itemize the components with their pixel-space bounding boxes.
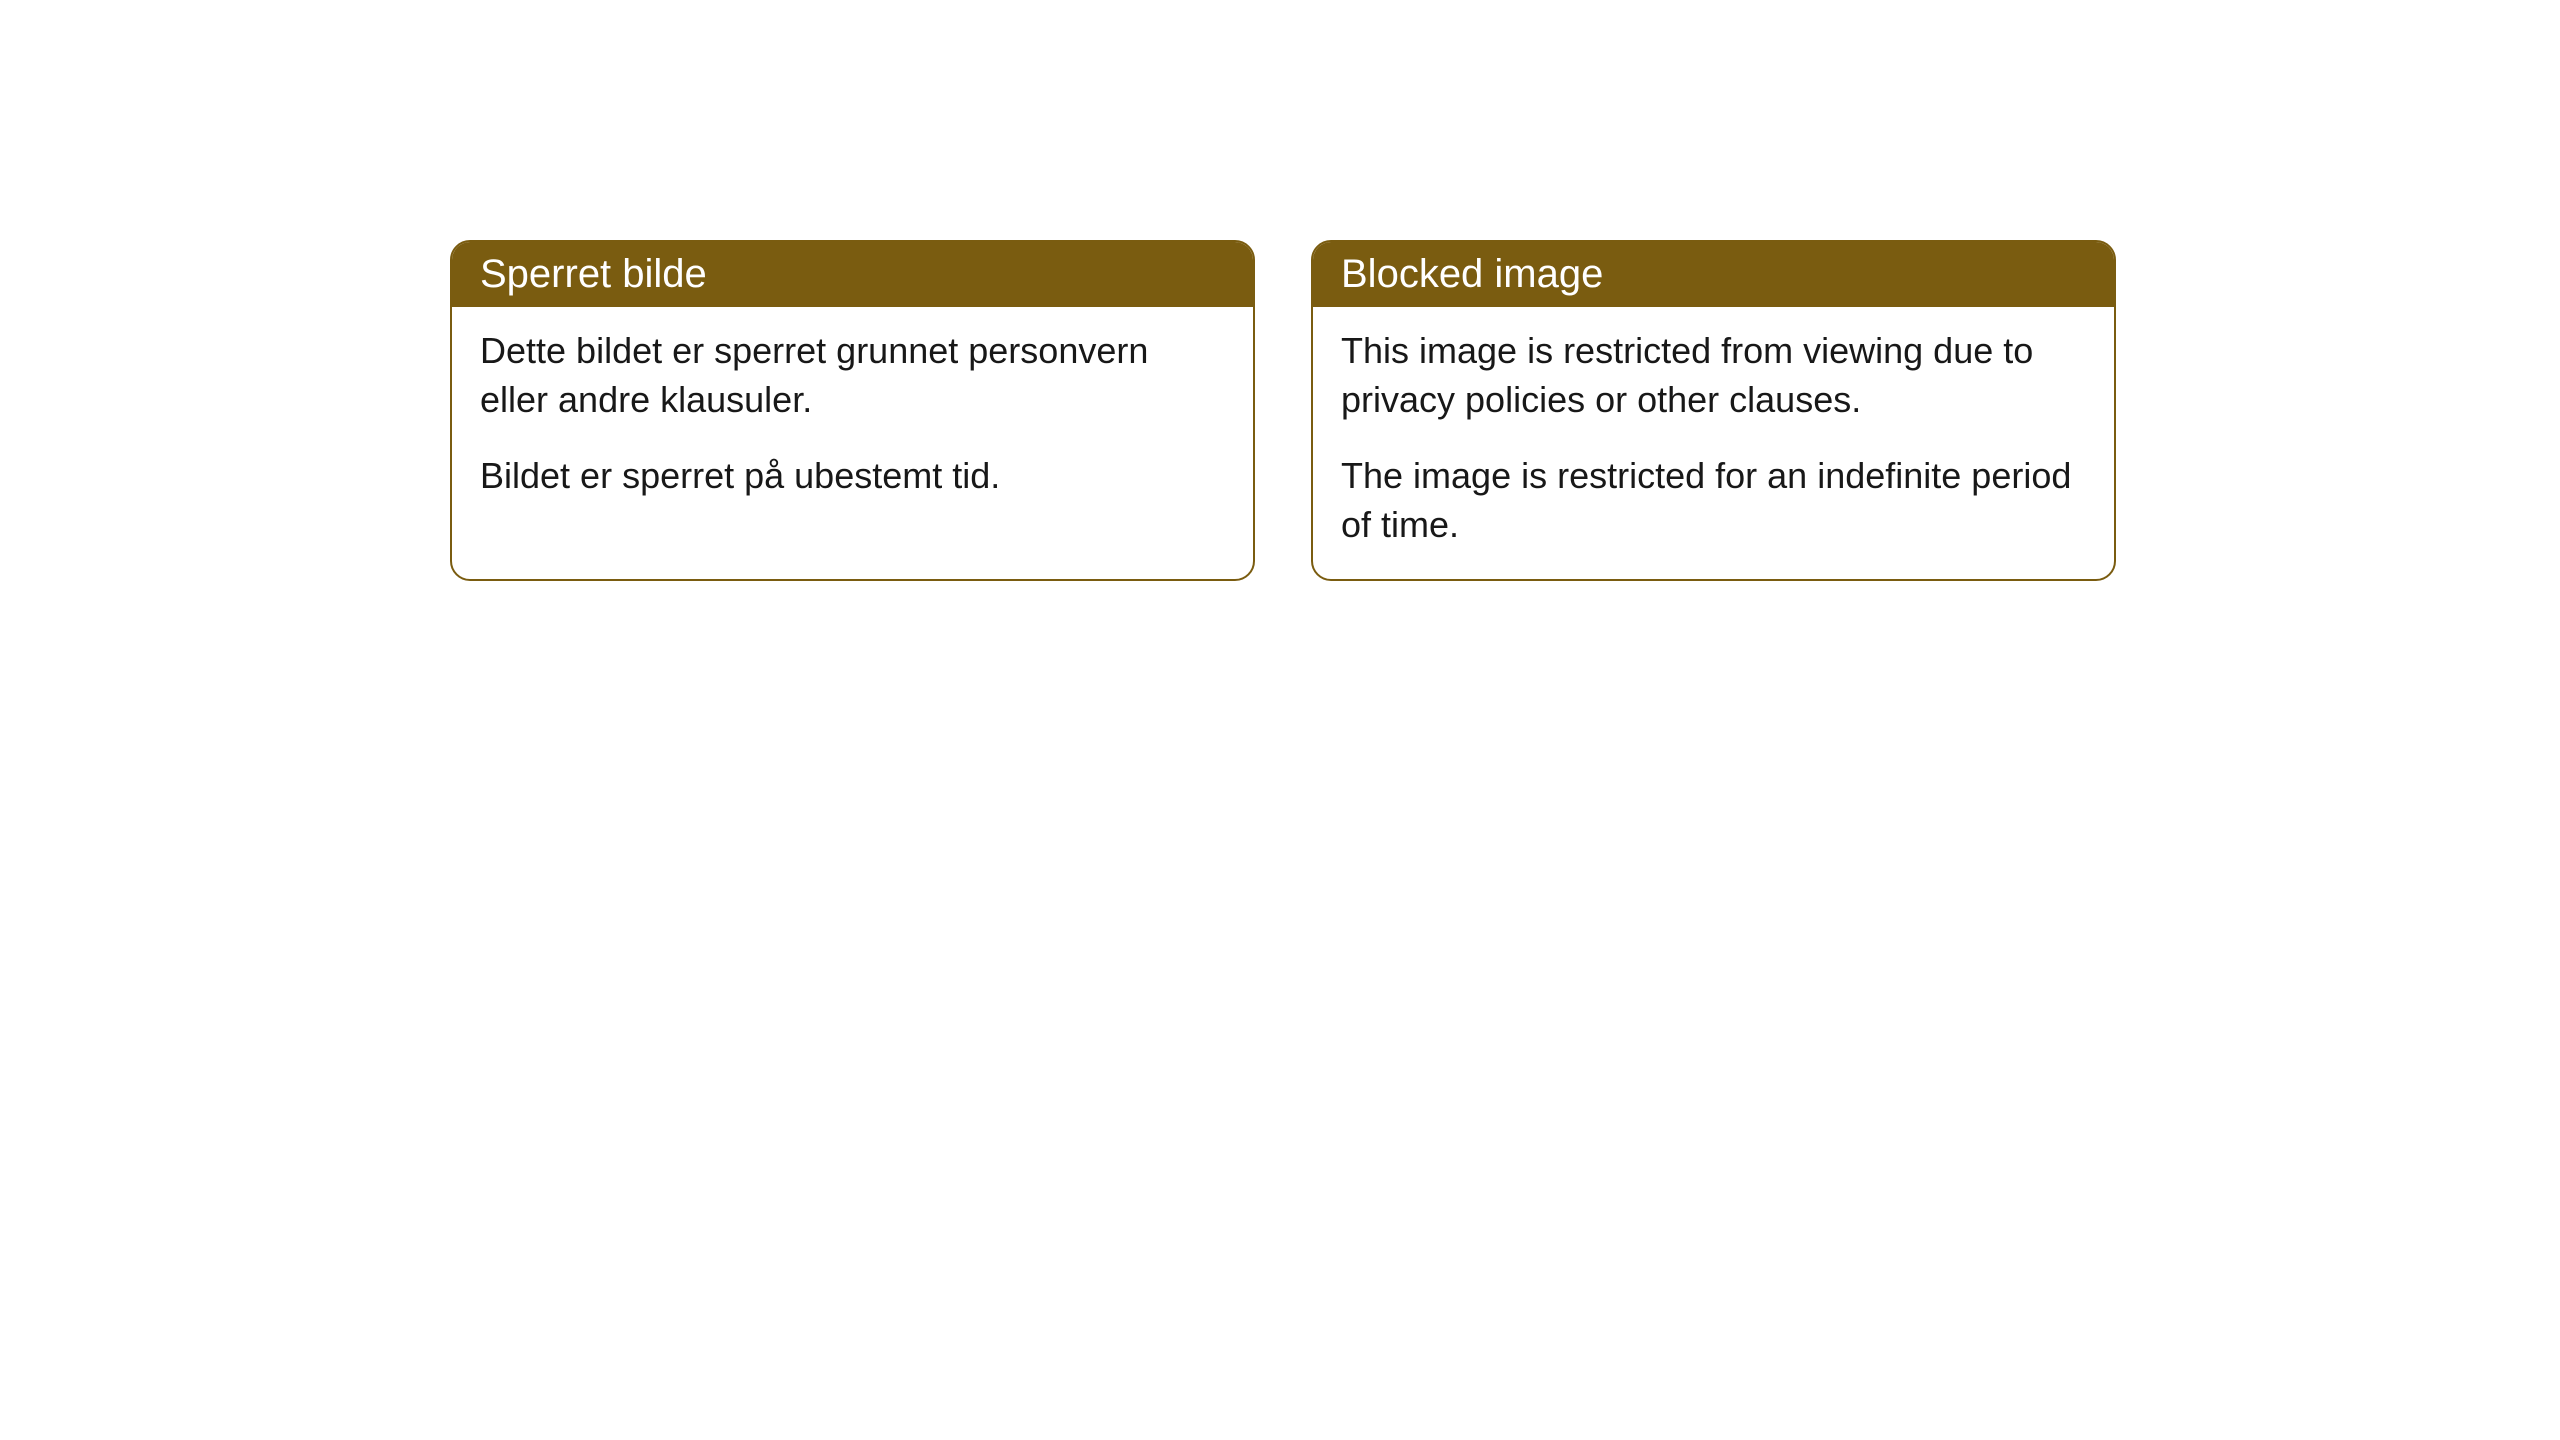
card-paragraph: Dette bildet er sperret grunnet personve… — [480, 327, 1225, 424]
card-paragraph: This image is restricted from viewing du… — [1341, 327, 2086, 424]
cards-container: Sperret bilde Dette bildet er sperret gr… — [450, 240, 2116, 581]
card-norwegian: Sperret bilde Dette bildet er sperret gr… — [450, 240, 1255, 581]
card-body-norwegian: Dette bildet er sperret grunnet personve… — [452, 307, 1253, 531]
card-english: Blocked image This image is restricted f… — [1311, 240, 2116, 581]
card-body-english: This image is restricted from viewing du… — [1313, 307, 2114, 579]
card-paragraph: Bildet er sperret på ubestemt tid. — [480, 452, 1225, 501]
card-paragraph: The image is restricted for an indefinit… — [1341, 452, 2086, 549]
card-header-norwegian: Sperret bilde — [452, 242, 1253, 307]
card-header-english: Blocked image — [1313, 242, 2114, 307]
